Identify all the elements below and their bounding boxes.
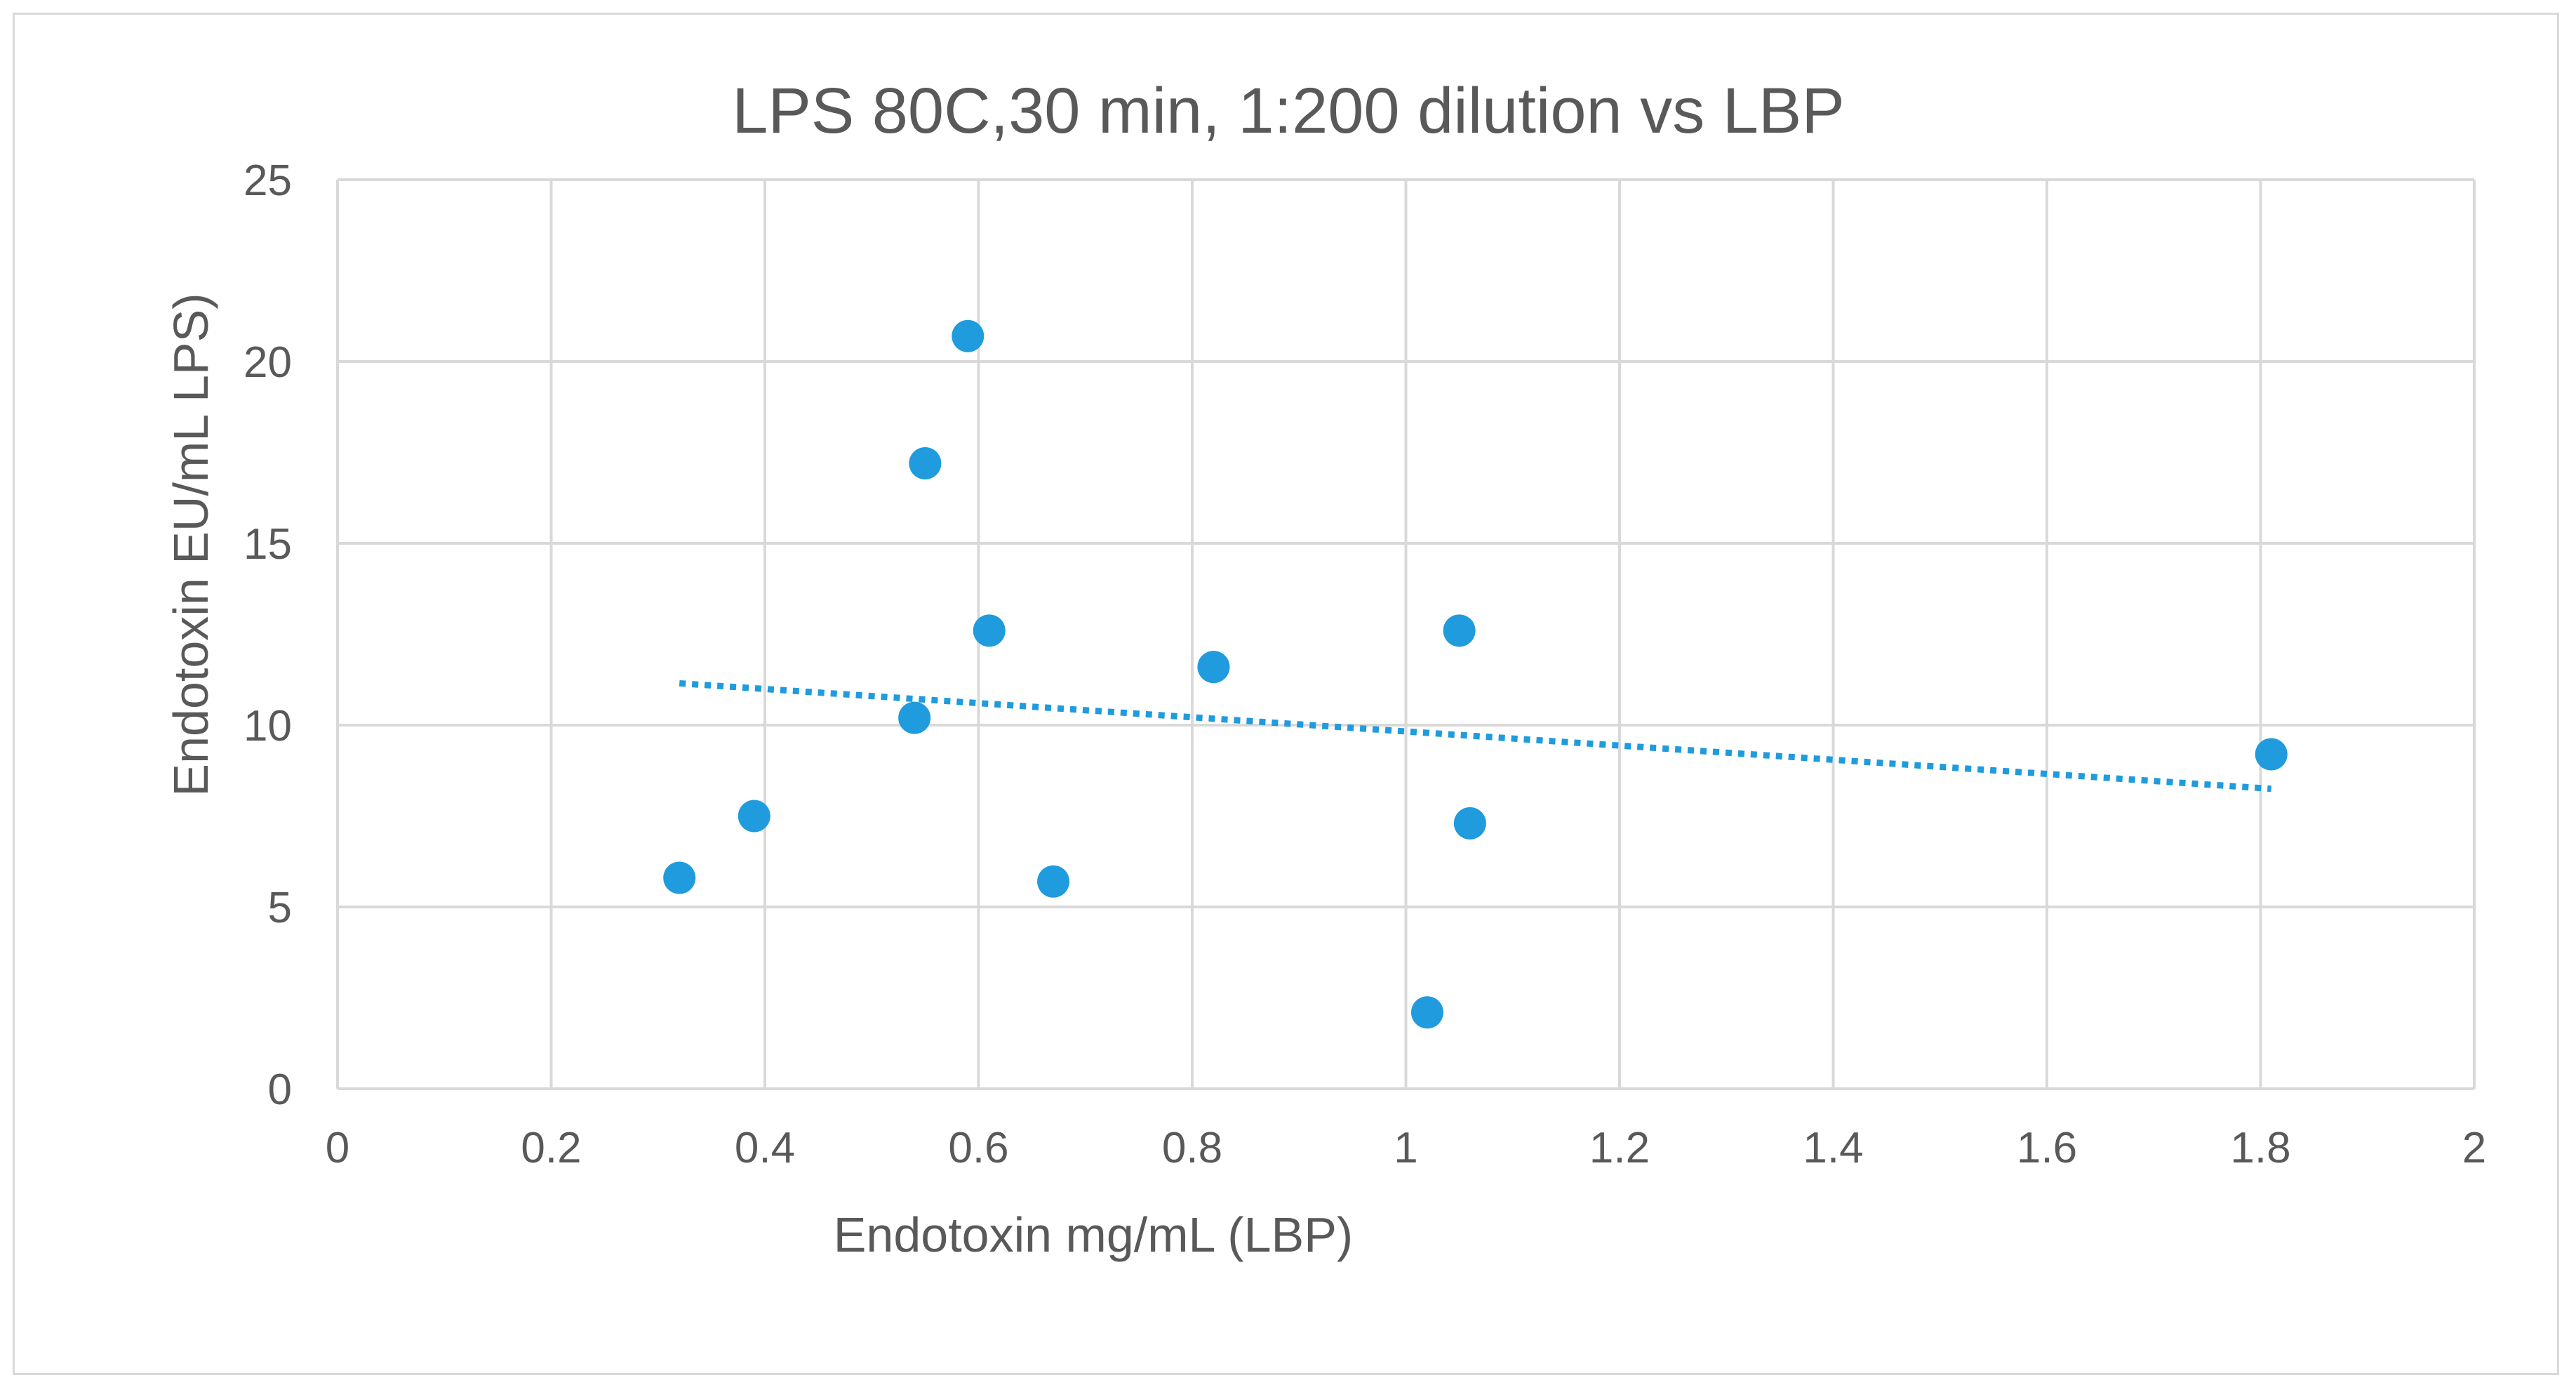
- data-point: [898, 701, 931, 734]
- x-axis-title: Endotoxin mg/mL (LBP): [834, 1207, 1354, 1262]
- data-point: [1197, 651, 1230, 684]
- data-point: [663, 861, 696, 894]
- x-tick-label: 1.4: [1803, 1124, 1863, 1172]
- x-tick-label: 0.6: [948, 1124, 1008, 1172]
- x-tick-label: 1: [1394, 1124, 1417, 1172]
- data-point: [1410, 996, 1443, 1029]
- x-tick-label: 1.6: [2017, 1124, 2077, 1172]
- y-tick-labels: 0 5 10 15 20 25: [243, 157, 292, 1114]
- data-point: [1453, 807, 1486, 840]
- chart-area: LPS 80C,30 min, 1:200 dilution vs LBP 0 5…: [13, 13, 2559, 1375]
- data-points: [663, 319, 2288, 1029]
- data-point: [1443, 614, 1476, 647]
- x-tick-label: 0.4: [735, 1124, 795, 1172]
- data-point: [2255, 738, 2288, 771]
- y-tick-label: 0: [268, 1066, 292, 1114]
- data-point: [952, 319, 985, 352]
- data-point: [909, 447, 942, 480]
- trendline-group: [679, 680, 2272, 793]
- x-tick-labels: 0 0.2 0.4 0.6 0.8 1 1.2 1.4 1.6 1.8 2: [326, 1124, 2486, 1172]
- y-tick-label: 5: [268, 884, 292, 932]
- x-tick-label: 0.8: [1162, 1124, 1222, 1172]
- x-tick-label: 0.2: [521, 1124, 581, 1172]
- data-point: [738, 800, 770, 833]
- x-tick-label: 1.2: [1589, 1124, 1650, 1172]
- y-tick-label: 20: [243, 338, 292, 387]
- x-tick-label: 0: [326, 1124, 349, 1172]
- scatter-chart: LPS 80C,30 min, 1:200 dilution vs LBP 0 5…: [163, 75, 2486, 1262]
- x-tick-label: 2: [2462, 1124, 2486, 1172]
- y-tick-label: 10: [243, 702, 292, 750]
- chart-title: LPS 80C,30 min, 1:200 dilution vs LBP: [732, 75, 1844, 147]
- x-tick-label: 1.8: [2230, 1124, 2290, 1172]
- x-gridlines: [336, 180, 2476, 1089]
- data-point: [973, 614, 1006, 647]
- trendline: [679, 680, 2272, 793]
- y-tick-label: 25: [243, 157, 292, 205]
- y-tick-label: 15: [243, 520, 292, 569]
- y-axis-title: Endotoxin EU/mL LPS): [163, 293, 218, 796]
- data-point: [1037, 865, 1070, 898]
